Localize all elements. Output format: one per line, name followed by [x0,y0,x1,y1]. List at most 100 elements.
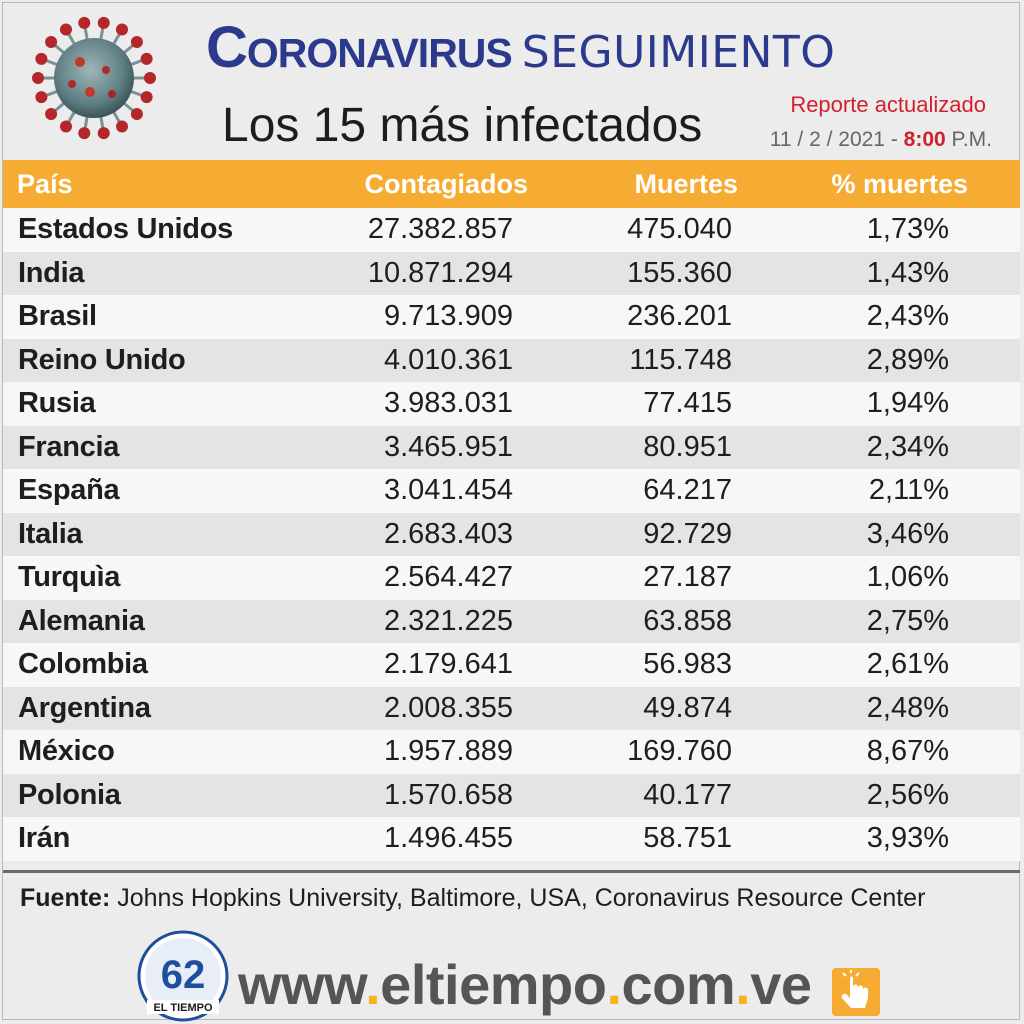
cell-country: Francia [18,430,120,463]
table-row: Rusia 3.983.031 77.415 1,94% [3,382,1020,426]
cell-country: México [18,735,115,768]
table-row: Francia 3.465.951 80.951 2,34% [3,425,1020,469]
table-row: Reino Unido 4.010.361 115.748 2,89% [3,338,1020,382]
table-header: País Contagiados Muertes % muertes [3,160,1020,208]
source-note: Fuente: Johns Hopkins University, Baltim… [20,884,925,913]
cell-death-rate: 2,48% [866,691,949,724]
cell-deaths: 63.858 [643,604,732,637]
cell-death-rate: 2,34% [866,430,949,463]
cell-death-rate: 2,43% [866,300,949,333]
header-death-rate: % muertes [831,168,968,199]
cell-infected: 2.179.641 [383,648,513,681]
cell-death-rate: 1,73% [866,213,949,246]
website-link[interactable]: www.eltiempo.com.ve [238,952,812,1017]
cell-country: Argentina [18,691,151,724]
cell-deaths: 40.177 [643,778,732,811]
report-ampm: P.M. [951,128,992,151]
table-row: Italia 2.683.403 92.729 3,46% [3,512,1020,556]
cell-deaths: 58.751 [643,822,732,855]
cell-infected: 2.564.427 [383,561,513,594]
page-subtitle: Los 15 más infectados [222,99,703,152]
cell-deaths: 49.874 [643,691,732,724]
url-part: com [621,953,736,1016]
cell-infected: 1.496.455 [383,822,513,855]
divider [3,870,1020,873]
table-row: Argentina 2.008.355 49.874 2,48% [3,686,1020,730]
header-country: País [17,168,73,199]
cell-infected: 1.570.658 [383,778,513,811]
cell-death-rate: 8,67% [866,735,949,768]
url-dot: . [735,953,751,1016]
cell-deaths: 475.040 [627,213,732,246]
cell-death-rate: 2,89% [866,343,949,376]
cell-country: Colombia [18,648,148,681]
table-row: España 3.041.454 64.217 2,11% [3,469,1020,513]
table-row: Polonia 1.570.658 40.177 2,56% [3,773,1020,817]
cell-deaths: 64.217 [643,474,732,507]
cell-death-rate: 1,43% [866,256,949,289]
cell-death-rate: 3,93% [866,822,949,855]
table-row: Alemania 2.321.225 63.858 2,75% [3,599,1020,643]
title-bold: Coronavirus [206,15,513,80]
cell-country: Estados Unidos [18,213,233,246]
table-row: India 10.871.294 155.360 1,43% [3,251,1020,295]
table-row: Colombia 2.179.641 56.983 2,61% [3,643,1020,687]
page-title: Coronavirus SEGUIMIENTO [206,14,835,94]
cell-deaths: 115.748 [629,343,732,376]
cell-country: Irán [18,822,70,855]
cell-country: Italia [18,517,83,550]
cell-death-rate: 2,75% [866,604,949,637]
title-light: SEGUIMIENTO [521,27,836,78]
url-part: www [238,953,366,1016]
cell-country: Reino Unido [18,343,186,376]
cell-death-rate: 2,61% [866,648,949,681]
cell-country: Rusia [18,387,96,420]
cell-death-rate: 2,56% [866,778,949,811]
report-date-value: 11 / 2 / 2021 - [769,128,898,151]
cell-death-rate: 1,94% [866,387,949,420]
cell-deaths: 155.360 [627,256,732,289]
table-row: Brasil 9.713.909 236.201 2,43% [3,295,1020,339]
cell-infected: 2.321.225 [383,604,513,637]
cell-death-rate: 1,06% [866,561,949,594]
cell-deaths: 80.951 [643,430,732,463]
table-row: Irán 1.496.455 58.751 3,93% [3,817,1020,861]
table-row: Turquìa 2.564.427 27.187 1,06% [3,556,1020,600]
header-infected: Contagiados [364,168,528,199]
cell-country: India [18,256,85,289]
cell-infected: 3.465.951 [383,430,513,463]
logo-name: EL TIEMPO [153,1002,213,1014]
url-part: ve [750,953,812,1016]
cell-country: Brasil [18,300,97,333]
pointing-hand-icon [832,968,880,1016]
coronavirus-icon [32,16,156,140]
url-dot: . [365,953,381,1016]
table-row: Estados Unidos 27.382.857 475.040 1,73% [3,208,1020,252]
cell-infected: 2.008.355 [383,691,513,724]
report-label: Reporte actualizado [790,92,986,117]
cell-infected: 27.382.857 [367,213,513,246]
cell-country: España [18,474,120,507]
source-label: Fuente: [20,884,111,912]
report-time: 8:00 [903,128,946,151]
url-dot: . [606,953,622,1016]
header-deaths: Muertes [634,168,738,199]
cell-infected: 3.983.031 [383,387,513,420]
stats-table: País Contagiados Muertes % muertes Estad… [3,160,1020,861]
cell-death-rate: 3,46% [866,517,949,550]
cell-country: Alemania [18,604,145,637]
cell-deaths: 92.729 [643,517,732,550]
logo-62-icon: 62 EL TIEMPO [137,930,229,1022]
cell-deaths: 56.983 [643,648,732,681]
report-date: 11 / 2 / 2021 - 8:00 P.M. [770,128,992,152]
source-text: Johns Hopkins University, Baltimore, USA… [117,884,926,912]
cell-infected: 10.871.294 [367,256,513,289]
table-row: México 1.957.889 169.760 8,67% [3,730,1020,774]
cell-deaths: 77.415 [643,387,732,420]
cell-infected: 4.010.361 [383,343,513,376]
logo-number: 62 [161,953,206,997]
cell-country: Turquìa [18,561,121,594]
cell-infected: 9.713.909 [383,300,513,333]
cell-infected: 3.041.454 [383,474,513,507]
cell-death-rate: 2,11% [868,474,949,507]
